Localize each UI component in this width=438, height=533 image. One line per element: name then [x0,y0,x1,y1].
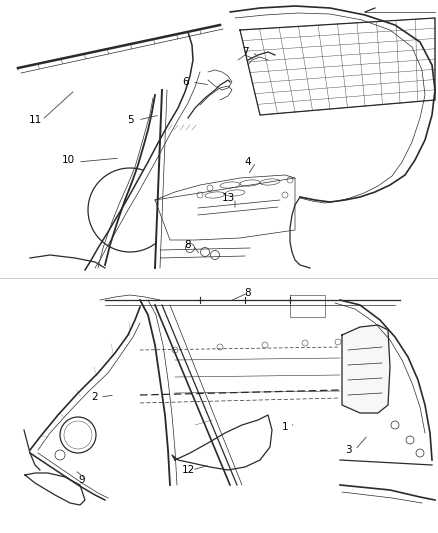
Text: 7: 7 [242,47,248,57]
Text: 6: 6 [183,77,189,87]
Text: 3: 3 [345,445,351,455]
Text: 11: 11 [28,115,42,125]
Text: 8: 8 [185,240,191,250]
Text: 2: 2 [92,392,98,402]
Text: 13: 13 [221,193,235,203]
Text: 9: 9 [79,475,85,485]
Text: 5: 5 [127,115,133,125]
Text: 1: 1 [282,422,288,432]
Text: 8: 8 [245,288,251,298]
Text: 12: 12 [181,465,194,475]
Polygon shape [342,325,390,413]
Text: 4: 4 [245,157,251,167]
Text: 10: 10 [61,155,74,165]
